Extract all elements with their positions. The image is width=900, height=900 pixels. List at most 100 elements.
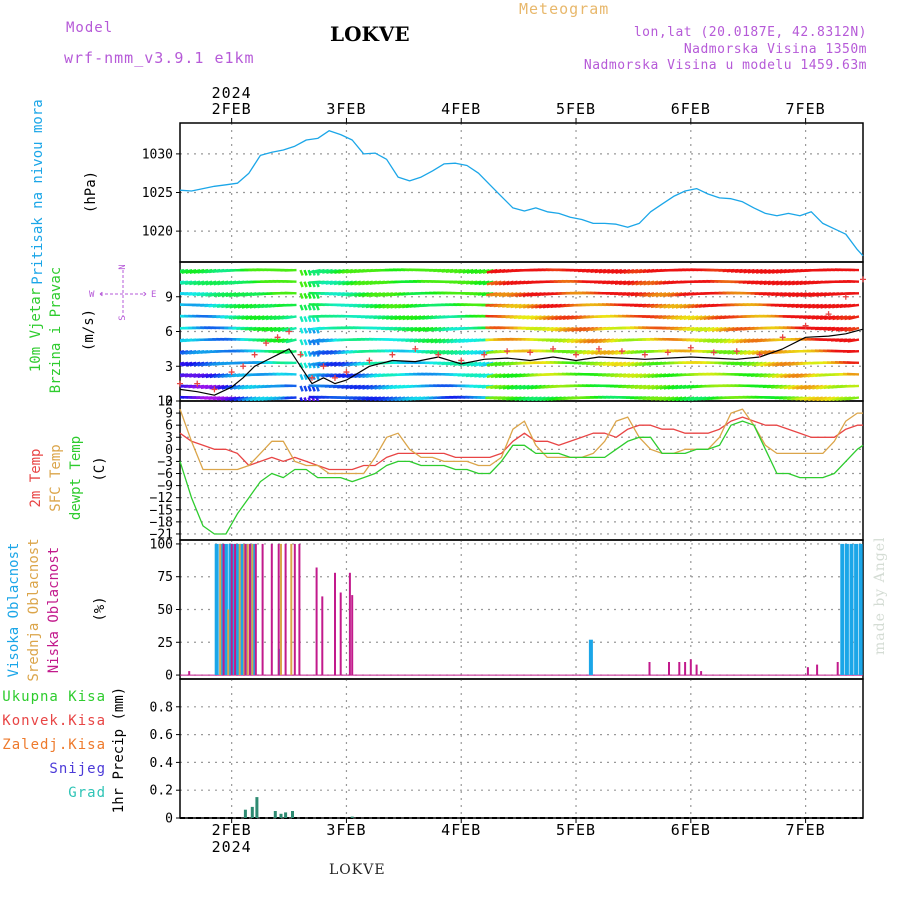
wind-barb bbox=[307, 269, 312, 276]
cloud-bar bbox=[188, 671, 191, 675]
wind-gust-marker bbox=[481, 351, 488, 358]
wind-barb bbox=[307, 327, 312, 334]
model-label: Model bbox=[66, 20, 114, 36]
y-tick-label: −21 bbox=[150, 527, 173, 542]
wind-series-label: 10m Vjetar bbox=[28, 288, 44, 372]
cloud-bar bbox=[219, 543, 224, 675]
y-tick-label: −3 bbox=[157, 455, 173, 470]
cloud-bar bbox=[668, 662, 670, 676]
y-tick-label: 50 bbox=[157, 603, 173, 618]
wind-barb bbox=[299, 339, 304, 346]
wind-barb bbox=[284, 303, 297, 307]
cloud-bar bbox=[858, 543, 863, 675]
cloud-bar bbox=[277, 543, 280, 675]
cloud-bar bbox=[854, 543, 859, 675]
cloud-bar bbox=[277, 648, 282, 675]
y-tick-label: −12 bbox=[150, 491, 173, 506]
cloud-bar bbox=[844, 543, 849, 675]
wind-gust-marker bbox=[527, 349, 534, 356]
wind-barb bbox=[311, 397, 316, 401]
cloud-bar bbox=[284, 543, 287, 675]
wind-gust-marker bbox=[274, 334, 281, 341]
temp-line-1 bbox=[179, 408, 863, 475]
cloud-bar bbox=[252, 543, 257, 675]
pressure-series-label: Pritisak na nivou mora bbox=[30, 99, 46, 284]
date-label-top: 4FEB bbox=[441, 100, 481, 118]
wind-gust-marker bbox=[211, 386, 218, 393]
date-label-bottom: 4FEB bbox=[441, 821, 481, 839]
cloud-bar bbox=[228, 543, 233, 675]
wind-barb bbox=[846, 372, 860, 376]
wind-barb bbox=[307, 339, 312, 346]
wind-barb bbox=[285, 315, 297, 320]
y-tick-label: −9 bbox=[157, 479, 173, 494]
cloud-bar bbox=[678, 662, 681, 676]
compass-w: W bbox=[89, 290, 95, 300]
precip-legend-item: Ukupna Kisa bbox=[2, 689, 106, 705]
precip-bar bbox=[255, 797, 259, 818]
wind-barb bbox=[299, 304, 304, 311]
cloud-bar bbox=[339, 592, 342, 676]
cloud-bar bbox=[230, 543, 233, 675]
precip-bar bbox=[284, 812, 288, 818]
wind-gust-marker bbox=[595, 345, 602, 352]
model-altitude-label: Nadmorska Visina u modelu 1459.63m bbox=[583, 58, 867, 73]
cloud-series-label: Visoka Oblacnost bbox=[6, 543, 22, 678]
wind-gust-marker bbox=[331, 374, 338, 381]
wind-barb bbox=[180, 351, 181, 353]
wind-barb bbox=[303, 397, 308, 401]
temp-line-0 bbox=[179, 416, 863, 471]
model-name: wrf-nmm_v3.9.1 e1km bbox=[64, 49, 255, 67]
cloud-bar bbox=[270, 543, 273, 675]
wind-barb bbox=[299, 327, 304, 334]
cloud-bar bbox=[251, 543, 254, 675]
wind-gust-marker bbox=[710, 349, 717, 356]
wind-gust-marker bbox=[435, 351, 442, 358]
cloud-bar bbox=[234, 543, 237, 675]
precip-bar bbox=[273, 811, 277, 818]
cloud-bar bbox=[840, 543, 845, 675]
panel-frame bbox=[179, 122, 864, 263]
wind-barb bbox=[299, 362, 304, 369]
wind-field bbox=[180, 268, 860, 401]
y-tick-label: 3 bbox=[165, 360, 173, 375]
cloud-bar bbox=[321, 596, 324, 676]
y-tick-label: 0.2 bbox=[150, 784, 173, 799]
watermark: made by Angel bbox=[872, 536, 888, 656]
cloud-bar bbox=[244, 543, 249, 675]
wind-barb bbox=[299, 385, 304, 392]
year-label-top: 2024 bbox=[212, 84, 252, 102]
wind-barb bbox=[303, 373, 308, 381]
cloud-bar bbox=[298, 543, 301, 675]
wind-barb bbox=[303, 327, 308, 334]
date-label-bottom: 5FEB bbox=[556, 821, 596, 839]
wind-barb bbox=[299, 281, 304, 288]
wind-gust-marker bbox=[825, 311, 832, 318]
cloud-bar bbox=[293, 543, 296, 675]
y-tick-label: 0.6 bbox=[150, 728, 173, 743]
wind-barb bbox=[299, 397, 304, 401]
y-tick-label: 0 bbox=[165, 669, 173, 684]
wind-barb bbox=[846, 280, 860, 283]
compass-n: N bbox=[118, 264, 128, 269]
cloud-bar bbox=[700, 671, 703, 675]
y-tick-label: 9 bbox=[165, 290, 173, 305]
date-label-top: 6FEB bbox=[671, 100, 711, 118]
precip-bar bbox=[291, 811, 294, 818]
cloud-bar bbox=[588, 639, 593, 676]
wind-gust-marker bbox=[343, 369, 350, 376]
wind-barb bbox=[303, 315, 308, 323]
date-label-top: 5FEB bbox=[556, 100, 596, 118]
panel-frame bbox=[179, 678, 864, 819]
date-label-bottom: 6FEB bbox=[671, 821, 711, 839]
cloud-bar bbox=[227, 609, 230, 676]
wind-barb bbox=[846, 384, 860, 388]
cloud-bar bbox=[240, 543, 244, 675]
panel-frame bbox=[179, 400, 864, 541]
temp-series-label: 2m Temp bbox=[28, 448, 44, 507]
y-tick-label: 0 bbox=[165, 812, 173, 827]
wind-gust-marker bbox=[618, 348, 625, 355]
y-tick-label: 12 bbox=[157, 395, 173, 410]
wind-barb bbox=[180, 270, 181, 272]
cloud-bar bbox=[315, 567, 318, 675]
